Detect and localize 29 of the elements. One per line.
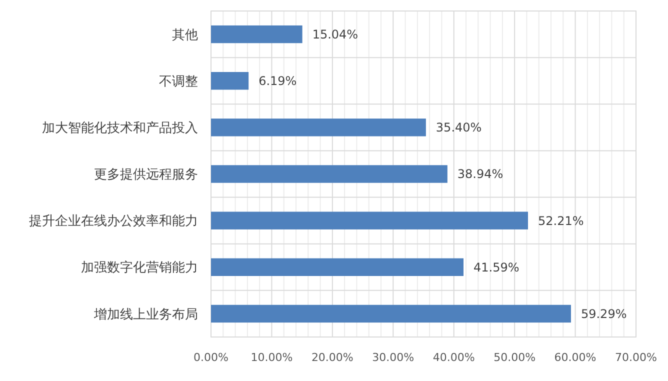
bar — [211, 165, 448, 183]
y-tick-label: 提升企业在线办公效率和能力 — [29, 213, 198, 230]
data-label: 15.04% — [312, 27, 358, 42]
y-tick-label: 加大智能化技术和产品投入 — [42, 120, 198, 136]
x-tick-label: 40.00% — [432, 350, 475, 364]
y-tick-label: 更多提供远程服务 — [94, 168, 198, 183]
data-label: 6.19% — [258, 74, 297, 88]
bar — [211, 212, 528, 230]
bar — [211, 258, 464, 276]
data-label: 59.29% — [580, 306, 627, 321]
x-tick-label: 70.00% — [615, 350, 657, 364]
x-tick-label: 60.00% — [554, 350, 596, 364]
data-label: 41.59% — [474, 260, 520, 274]
y-tick-label: 其他 — [172, 28, 198, 43]
x-tick-label: 10.00% — [250, 350, 293, 364]
bar — [211, 304, 571, 323]
data-label: 52.21% — [538, 214, 584, 228]
data-label: 38.94% — [457, 167, 504, 182]
data-label: 35.40% — [436, 120, 482, 135]
y-tick-label: 增加线上业务布局 — [93, 307, 198, 322]
x-tick-label: 50.00% — [494, 350, 536, 364]
y-tick-label: 加强数字化营销能力 — [81, 260, 198, 276]
bar — [211, 118, 426, 136]
x-tick-label: 30.00% — [372, 350, 414, 364]
x-tick-label: 0.00% — [194, 350, 228, 364]
x-tick-label: 20.00% — [311, 350, 354, 364]
y-tick-label: 不调整 — [159, 74, 198, 90]
bar — [211, 72, 249, 90]
bar — [211, 25, 302, 44]
